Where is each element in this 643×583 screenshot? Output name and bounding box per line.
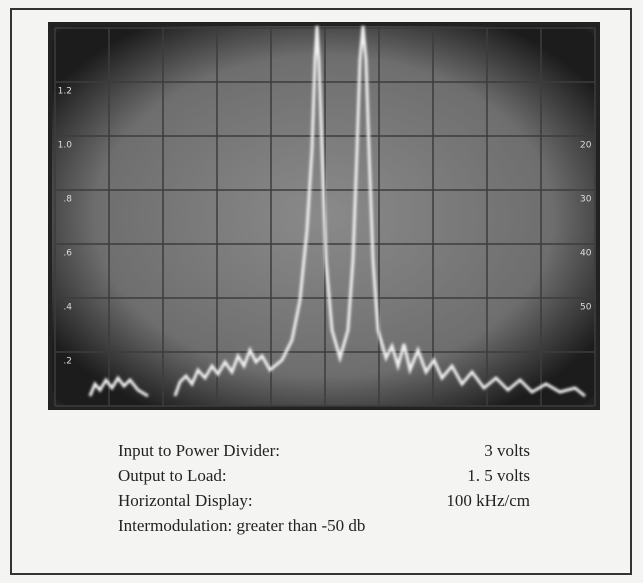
caption-row: Horizontal Display: 100 kHz/cm <box>118 488 530 513</box>
caption-label: Horizontal Display: <box>118 491 253 510</box>
caption-value: 1. 5 volts <box>467 466 530 485</box>
scale-label: 50 <box>580 303 592 313</box>
scale-label: 1.0 <box>58 141 73 151</box>
scale-label: .6 <box>63 249 72 259</box>
scale-label: .8 <box>63 195 72 205</box>
scale-label: 20 <box>580 141 592 151</box>
scale-label: 40 <box>580 249 592 259</box>
frame <box>10 8 632 575</box>
caption: Input to Power Divider: 3 volts Output to … <box>118 438 530 538</box>
caption-label: Input to Power Divider: <box>118 441 280 460</box>
caption-value: 100 kHz/cm <box>446 491 530 510</box>
caption-row: Output to Load: 1. 5 volts <box>118 463 530 488</box>
scale-label: .4 <box>63 303 72 313</box>
scale-labels: 1.2 1.0 .8 .6 .4 .2 20 30 40 50 <box>58 87 592 367</box>
caption-value: 3 volts <box>484 441 530 460</box>
scale-label: .2 <box>63 357 72 367</box>
scale-label: 30 <box>580 195 592 205</box>
caption-label: Output to Load: <box>118 466 227 485</box>
scale-label: 1.2 <box>58 87 72 97</box>
caption-line: Intermodulation: greater than -50 db <box>118 516 366 535</box>
trace <box>88 25 586 398</box>
caption-row: Input to Power Divider: 3 volts <box>118 438 530 463</box>
graticule <box>54 27 596 407</box>
